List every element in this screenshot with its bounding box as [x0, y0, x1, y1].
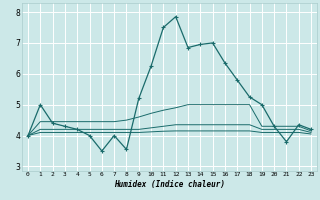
X-axis label: Humidex (Indice chaleur): Humidex (Indice chaleur) — [114, 180, 225, 189]
